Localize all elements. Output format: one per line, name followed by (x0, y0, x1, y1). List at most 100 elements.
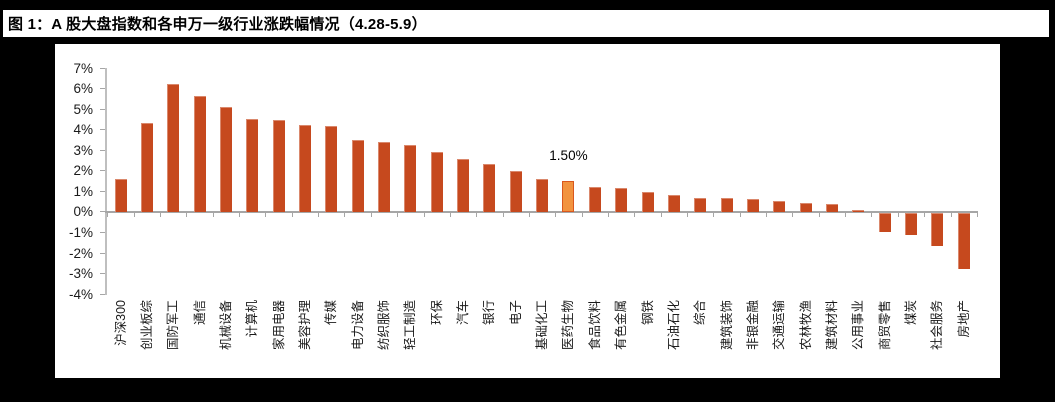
x-category-label: 农林牧渔 (798, 300, 813, 351)
bar-chart: 7% 6% 5% 4% 3% 2% 1% 0% -1% -2% -3% -4% 沪深300 创业板综 国防军… (55, 44, 1000, 378)
x-tick (370, 213, 372, 217)
bar (641, 192, 654, 212)
bar (219, 107, 232, 212)
bar (746, 198, 759, 212)
bar (351, 140, 364, 212)
x-tick (186, 213, 188, 217)
y-tick (100, 252, 105, 254)
x-category-label: 钢铁 (640, 300, 655, 326)
bar (773, 200, 786, 212)
x-tick (924, 213, 926, 217)
x-category-label: 建筑材料 (824, 300, 839, 351)
y-tick-label: 7% (73, 60, 93, 76)
y-tick-label: 4% (73, 122, 93, 138)
bar (378, 142, 390, 212)
bar (457, 158, 470, 212)
x-tick (449, 213, 451, 217)
x-tick (107, 213, 109, 217)
x-tick (871, 213, 873, 217)
x-tick (792, 213, 794, 217)
x-tick (239, 213, 241, 217)
y-tick (100, 108, 105, 110)
y-tick (100, 88, 105, 90)
x-tick (660, 213, 662, 217)
x-tick (528, 213, 530, 217)
figure-title: 图 1：A 股大盘指数和各申万一级行业涨跌幅情况（4.28-5.9） (8, 16, 427, 33)
figure-title-bar: 图 1：A 股大盘指数和各申万一级行业涨跌幅情况（4.28-5.9） (3, 10, 1049, 37)
x-category-label: 美容护理 (297, 300, 312, 351)
x-category-label: 环保 (429, 300, 444, 326)
y-tick-label: 5% (73, 101, 93, 117)
bar (852, 209, 865, 212)
bar (272, 120, 285, 212)
y-tick (100, 232, 105, 234)
bar (167, 84, 180, 212)
x-tick (897, 213, 899, 217)
x-category-label: 建筑装饰 (719, 300, 734, 351)
x-tick (133, 213, 135, 217)
x-category-label: 国防军工 (166, 300, 181, 351)
x-category-label: 创业板综 (139, 300, 154, 351)
x-category-label: 非银金融 (745, 300, 760, 351)
y-tick-label: 3% (73, 142, 93, 158)
bar (430, 152, 443, 212)
x-category-label: 房地产 (956, 300, 971, 338)
bar-value-label: 1.50% (549, 148, 588, 163)
bar (799, 202, 812, 212)
bar (957, 213, 970, 269)
bar (140, 122, 153, 212)
y-tick-label: 1% (73, 183, 93, 199)
x-tick (555, 213, 557, 217)
x-tick (713, 213, 715, 217)
x-category-label: 通信 (192, 300, 207, 326)
x-category-label: 商贸零售 (877, 300, 892, 351)
y-tick-label: -1% (68, 225, 93, 241)
bar (404, 145, 417, 212)
y-tick-label: -3% (68, 266, 93, 282)
bar (246, 119, 259, 212)
x-tick (318, 213, 320, 217)
bar (193, 95, 206, 212)
bar (298, 124, 311, 212)
bar (931, 213, 944, 246)
x-tick (502, 213, 504, 217)
x-tick (739, 213, 741, 217)
y-tick-label: -4% (68, 286, 93, 302)
x-category-label: 煤炭 (904, 300, 918, 326)
x-category-label: 医药生物 (561, 300, 576, 351)
x-category-label: 机械设备 (218, 300, 233, 351)
y-tick (100, 211, 105, 213)
x-tick (950, 213, 952, 217)
x-tick (265, 213, 267, 217)
x-category-label: 交通运输 (772, 300, 787, 351)
x-tick (397, 213, 399, 217)
x-category-label: 家用电器 (271, 300, 286, 351)
x-category-label: 综合 (693, 300, 708, 326)
bar (825, 203, 838, 212)
x-category-label: 传媒 (324, 300, 339, 326)
y-tick (100, 273, 105, 275)
bar (615, 188, 628, 212)
y-tick (100, 129, 105, 131)
y-axis-line (105, 67, 107, 295)
x-tick (212, 213, 214, 217)
bar (483, 163, 496, 212)
x-category-label: 沪深300 (113, 300, 128, 346)
x-tick (845, 213, 847, 217)
x-tick (687, 213, 689, 217)
x-category-label: 汽车 (456, 300, 471, 326)
bar (536, 179, 549, 212)
x-category-label: 电力设备 (350, 300, 365, 351)
x-category-label: 公用事业 (851, 300, 866, 351)
x-tick (766, 213, 768, 217)
y-tick (100, 149, 105, 151)
x-tick (581, 213, 583, 217)
bar (720, 197, 733, 212)
x-category-label: 纺织服饰 (377, 300, 391, 351)
x-tick (423, 213, 425, 217)
x-category-label: 银行 (482, 300, 497, 326)
x-tick (476, 213, 478, 217)
x-tick (634, 213, 636, 217)
bar (694, 197, 707, 212)
x-category-label: 轻工制造 (403, 300, 418, 351)
